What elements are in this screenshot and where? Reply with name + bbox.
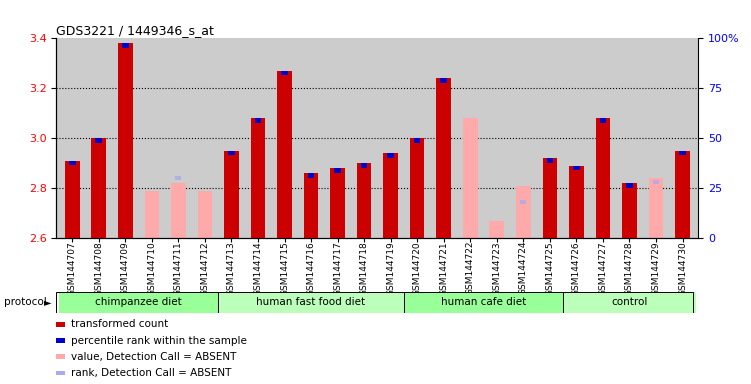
Text: protocol: protocol bbox=[4, 297, 47, 307]
Text: GSM144716: GSM144716 bbox=[306, 241, 315, 296]
Text: chimpanzee diet: chimpanzee diet bbox=[95, 297, 182, 308]
Text: human cafe diet: human cafe diet bbox=[441, 297, 526, 308]
Bar bbox=[383, 153, 398, 238]
Bar bbox=[224, 151, 239, 238]
Bar bbox=[599, 118, 606, 123]
Text: percentile rank within the sample: percentile rank within the sample bbox=[71, 336, 247, 346]
Text: GSM144710: GSM144710 bbox=[147, 241, 156, 296]
Bar bbox=[414, 138, 421, 143]
Text: GSM144722: GSM144722 bbox=[466, 241, 475, 296]
Text: ►: ► bbox=[44, 297, 51, 307]
Bar bbox=[59, 292, 219, 313]
Bar bbox=[122, 43, 128, 48]
Bar bbox=[255, 118, 261, 123]
Bar bbox=[171, 183, 185, 238]
Text: GSM144724: GSM144724 bbox=[519, 241, 528, 296]
Bar bbox=[92, 138, 106, 238]
Text: GSM144720: GSM144720 bbox=[413, 241, 421, 296]
Text: GSM144725: GSM144725 bbox=[545, 241, 554, 296]
Bar bbox=[622, 183, 637, 238]
Bar bbox=[388, 153, 394, 158]
Bar bbox=[410, 138, 424, 238]
Text: GSM144708: GSM144708 bbox=[95, 241, 104, 296]
Bar bbox=[675, 151, 690, 238]
Bar bbox=[596, 118, 611, 238]
Bar bbox=[219, 292, 404, 313]
Bar bbox=[308, 173, 315, 178]
Text: rank, Detection Call = ABSENT: rank, Detection Call = ABSENT bbox=[71, 368, 232, 378]
Bar bbox=[516, 186, 531, 238]
Bar bbox=[573, 166, 580, 170]
Text: GSM144707: GSM144707 bbox=[68, 241, 77, 296]
Bar bbox=[653, 180, 659, 184]
Bar bbox=[303, 173, 318, 238]
Text: GSM144709: GSM144709 bbox=[121, 241, 130, 296]
Bar bbox=[547, 158, 553, 163]
Text: GSM144730: GSM144730 bbox=[678, 241, 687, 296]
Text: GSM144714: GSM144714 bbox=[254, 241, 263, 296]
Text: GSM144727: GSM144727 bbox=[599, 241, 608, 296]
Bar bbox=[228, 151, 235, 155]
Text: GSM144723: GSM144723 bbox=[492, 241, 501, 296]
Text: control: control bbox=[611, 297, 647, 308]
Text: GSM144715: GSM144715 bbox=[280, 241, 289, 296]
Text: GSM144729: GSM144729 bbox=[651, 241, 660, 296]
Bar bbox=[357, 163, 372, 238]
Text: GSM144713: GSM144713 bbox=[227, 241, 236, 296]
Text: human fast food diet: human fast food diet bbox=[257, 297, 366, 308]
Text: GSM144718: GSM144718 bbox=[360, 241, 369, 296]
Bar bbox=[569, 166, 584, 238]
Text: value, Detection Call = ABSENT: value, Detection Call = ABSENT bbox=[71, 352, 237, 362]
Bar bbox=[334, 168, 341, 173]
Bar bbox=[542, 158, 557, 238]
Text: GSM144719: GSM144719 bbox=[386, 241, 395, 296]
Bar bbox=[251, 118, 265, 238]
Bar bbox=[649, 178, 663, 238]
Text: GDS3221 / 1449346_s_at: GDS3221 / 1449346_s_at bbox=[56, 24, 214, 37]
Bar bbox=[626, 183, 633, 188]
Text: GSM144721: GSM144721 bbox=[439, 241, 448, 296]
Text: GSM144728: GSM144728 bbox=[625, 241, 634, 296]
Bar bbox=[95, 138, 102, 143]
Bar bbox=[463, 118, 478, 238]
Bar bbox=[520, 200, 526, 204]
Text: GSM144711: GSM144711 bbox=[174, 241, 183, 296]
Bar bbox=[65, 161, 80, 238]
Bar bbox=[330, 168, 345, 238]
Bar bbox=[440, 78, 447, 83]
Bar bbox=[563, 292, 695, 313]
Bar bbox=[404, 292, 563, 313]
Text: GSM144726: GSM144726 bbox=[572, 241, 581, 296]
Bar bbox=[281, 71, 288, 75]
Bar bbox=[679, 151, 686, 155]
Bar bbox=[144, 190, 159, 238]
Text: GSM144717: GSM144717 bbox=[333, 241, 342, 296]
Bar bbox=[436, 78, 451, 238]
Bar bbox=[490, 221, 504, 238]
Text: transformed count: transformed count bbox=[71, 319, 168, 329]
Bar bbox=[176, 176, 181, 180]
Bar bbox=[118, 43, 133, 238]
Bar bbox=[277, 71, 292, 238]
Bar bbox=[198, 190, 213, 238]
Bar bbox=[360, 163, 367, 168]
Text: GSM144712: GSM144712 bbox=[201, 241, 210, 296]
Bar bbox=[69, 161, 76, 165]
